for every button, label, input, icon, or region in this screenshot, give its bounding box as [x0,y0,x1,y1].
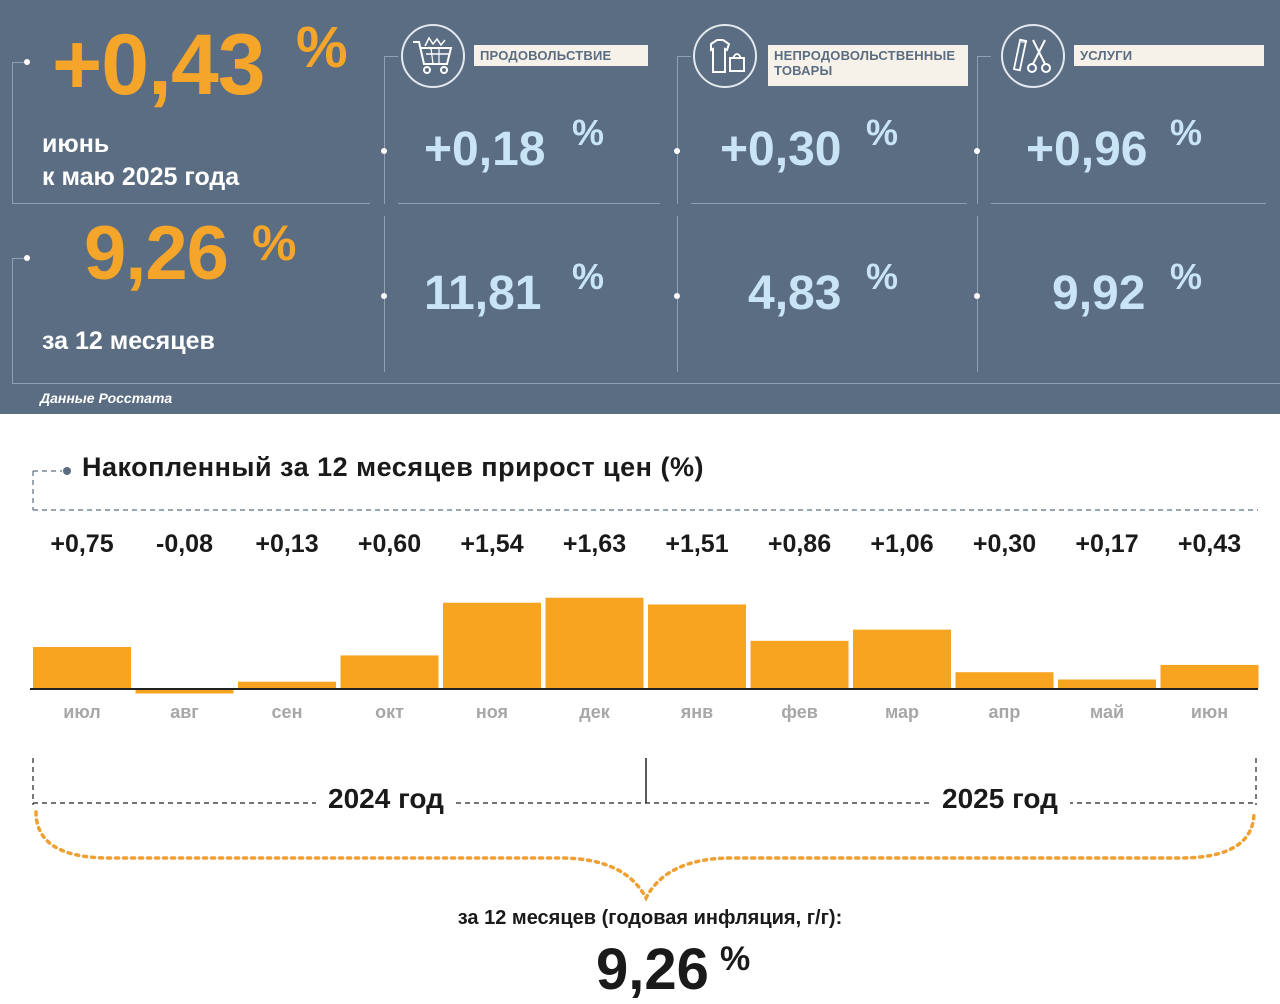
bar-май [1058,679,1156,689]
services-annual-pct: % [1170,256,1203,297]
year-label-2024: 2024 год [316,783,456,815]
food-monthly-value: +0,18 [424,123,546,176]
value-label-окт: +0,60 [357,530,422,558]
nonfood-annual-value: 4,83 [748,267,842,320]
value-label-мар: +1,06 [870,530,934,558]
month-label-дек: дек [579,702,610,722]
bar-июн [1160,664,1259,689]
food-annual: 11,81 % [424,256,604,321]
value-label-май: +0,17 [1075,530,1139,558]
monthly-inflation-value: +0,43 [52,17,266,113]
annual-summary-pct: % [720,940,751,978]
month-label-фев: фев [781,702,818,722]
bar-мар [853,629,951,689]
value-label-дек: +1,63 [562,530,627,558]
summary-panel: +0,43 % июнь к маю 2025 года 9,26 % за 1… [0,0,1280,414]
monthly-inflation: +0,43 % [52,15,348,115]
food-monthly-pct: % [572,112,605,153]
month-label-янв: янв [680,702,714,722]
month-label-сен: сен [271,702,303,722]
month-label-июл: июл [63,702,101,722]
bar-авг [135,689,234,694]
bar-ноя [443,602,541,689]
nonfood-monthly-pct: % [866,112,899,153]
chart-title: Накопленный за 12 месяцев прирост цен (%… [82,452,704,482]
food-annual-pct: % [572,256,605,297]
month-label-авг: авг [170,702,199,722]
monthly-inflation-pct: % [296,15,348,80]
nonfood-annual: 4,83 % [748,256,898,321]
category-label-nonfood-line2: ТОВАРЫ [774,63,833,78]
services-annual: 9,92 % [1052,256,1202,321]
annual-period-label: за 12 месяцев [42,327,215,355]
bar-сен [238,681,336,689]
month-label-апр: апр [988,702,1021,722]
shopping-cart-icon [401,24,465,88]
value-label-сен: +0,13 [255,530,319,558]
bar-июл [33,647,131,689]
year-brace [34,810,1256,902]
nonfood-annual-pct: % [866,256,899,297]
value-label-июн: +0,43 [1177,530,1242,558]
nonfood-monthly-value: +0,30 [720,123,842,176]
category-label-nonfood: НЕПРОДОВОЛЬСТВЕННЫЕ ТОВАРЫ [768,45,968,86]
scissors-comb-icon [1001,24,1065,88]
value-label-ноя: +1,54 [460,530,524,558]
monthly-period-label: июнь к маю 2025 года [42,128,239,194]
services-monthly: +0,96 % [1026,112,1202,177]
services-monthly-value: +0,96 [1026,123,1148,176]
month-label-ноя: ноя [475,702,509,722]
monthly-period-line1: июнь [42,130,110,158]
value-label-апр: +0,30 [972,530,1037,558]
value-label-июл: +0,75 [50,530,114,558]
category-label-services: УСЛУГИ [1074,45,1264,66]
value-label-янв: +1,51 [665,530,729,558]
month-label-окт: окт [375,702,404,722]
food-annual-value: 11,81 [424,267,542,320]
bars-group [33,597,1259,694]
value-label-фев: +0,86 [767,530,832,558]
year-label-2025: 2025 год [930,783,1070,815]
month-label-май: май [1089,702,1125,722]
bar-дек [545,597,644,689]
services-monthly-pct: % [1170,112,1203,153]
monthly-period-line2: к маю 2025 года [42,163,240,191]
annual-inflation-pct: % [252,215,297,271]
annual-inflation: 9,26 % [84,210,296,297]
annual-inflation-value: 9,26 [84,211,229,296]
clothes-bag-icon [693,24,757,88]
annual-caption: за 12 месяцев (годовая инфляция, г/г): [457,907,843,929]
month-label-июн: июн [1190,702,1229,722]
services-annual-value: 9,92 [1052,267,1146,320]
category-label-nonfood-line1: НЕПРОДОВОЛЬСТВЕННЫЕ [774,48,956,63]
nonfood-monthly: +0,30 % [720,112,898,177]
annual-summary-value: 9,26 [596,937,709,1002]
bar-янв [648,604,746,689]
category-label-food: ПРОДОВОЛЬСТВИЕ [474,45,648,66]
food-monthly: +0,18 % [424,112,604,177]
bar-апр [955,672,1054,689]
value-label-авг: -0,08 [156,530,213,558]
source-note: Данные Росстата [40,390,173,406]
month-label-мар: мар [884,702,920,722]
bar-окт [340,655,439,689]
bar-фев [750,640,849,689]
